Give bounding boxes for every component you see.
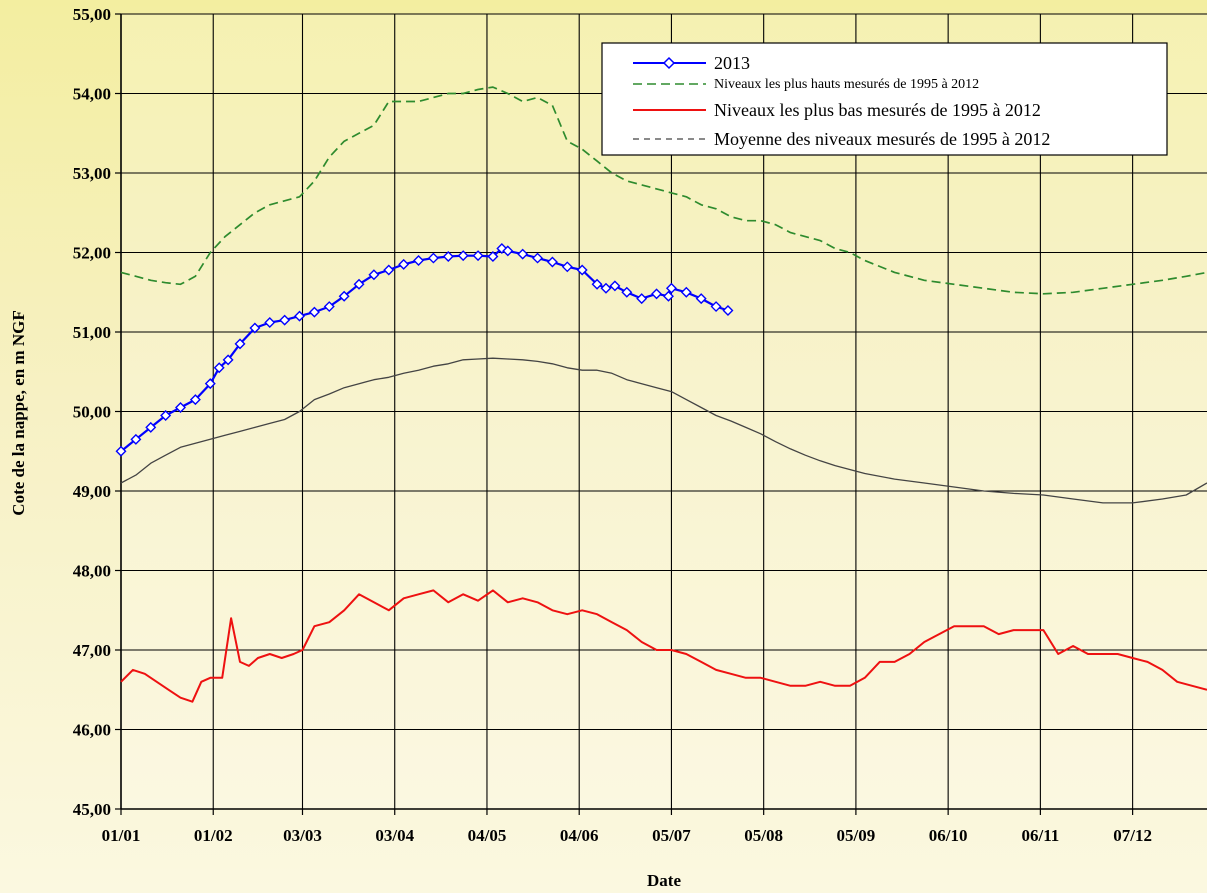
legend-box bbox=[601, 42, 1168, 156]
series-2013-point bbox=[279, 314, 291, 326]
series-2013-point bbox=[213, 362, 225, 374]
series-2013-point bbox=[130, 433, 142, 445]
series-2013-point bbox=[249, 322, 261, 334]
series-2013-point bbox=[353, 278, 365, 290]
series-2013-point bbox=[636, 293, 648, 305]
series-2013-point bbox=[338, 290, 350, 302]
series-2013-point bbox=[517, 248, 529, 260]
y-tick-label: 53,00 bbox=[73, 164, 111, 183]
series-2013-point bbox=[427, 252, 439, 264]
series-2013-point bbox=[175, 402, 186, 414]
legend: 2013 Niveaux les plus hauts mesurés de 1… bbox=[601, 42, 1168, 156]
x-tick-label: 07/12 bbox=[1113, 826, 1152, 845]
x-axis-title: Date bbox=[647, 871, 681, 890]
series-2013-point bbox=[695, 293, 707, 305]
series-2013-point bbox=[383, 264, 395, 276]
series-2013-point bbox=[145, 421, 157, 433]
series-2013-point bbox=[600, 282, 612, 294]
series-2013-point bbox=[651, 288, 663, 300]
series-2013-point bbox=[722, 305, 734, 317]
x-tick-label: 04/06 bbox=[560, 826, 599, 845]
series-2013-point bbox=[442, 250, 454, 262]
y-tick-label: 50,00 bbox=[73, 403, 111, 422]
y-tick-label: 52,00 bbox=[73, 244, 111, 263]
series-2013-point bbox=[576, 264, 588, 276]
series-2013-point bbox=[189, 394, 201, 406]
x-tick-label: 05/07 bbox=[652, 826, 691, 845]
series-2013-point bbox=[294, 310, 306, 322]
x-tick-label: 03/03 bbox=[283, 826, 322, 845]
series-2013-point bbox=[160, 409, 172, 421]
x-tick-label: 05/09 bbox=[837, 826, 876, 845]
x-tick-labels: 01/01 01/02 03/03 03/04 04/05 04/06 05/07 05/08… bbox=[102, 826, 1152, 845]
series-2013-point bbox=[561, 261, 573, 273]
series-2013-point bbox=[487, 250, 499, 262]
x-tick-label: 06/10 bbox=[929, 826, 968, 845]
series-2013-point bbox=[368, 269, 380, 281]
series-2013-point bbox=[591, 278, 603, 290]
y-tick-labels: 45,00 46,00 47,00 48,00 49,00 50,00 51,00 52,00… bbox=[73, 5, 111, 819]
y-tick-label: 54,00 bbox=[73, 85, 111, 104]
series-2013-point bbox=[234, 338, 246, 350]
series-min-line bbox=[120, 589, 1207, 703]
legend-marker-2013 bbox=[662, 56, 676, 70]
y-tick-label: 55,00 bbox=[73, 5, 111, 24]
series-2013-point bbox=[621, 286, 633, 298]
series-2013-point bbox=[398, 258, 410, 270]
y-tick-label: 48,00 bbox=[73, 562, 111, 581]
series-layer bbox=[115, 86, 1207, 703]
x-tick-label: 01/02 bbox=[194, 826, 233, 845]
series-2013-point bbox=[546, 256, 558, 268]
series-2013-point bbox=[204, 378, 216, 390]
legend-label-max: Niveaux les plus hauts mesurés de 1995 à… bbox=[714, 77, 979, 92]
x-tick-label: 06/11 bbox=[1021, 826, 1059, 845]
legend-label-min: Niveaux les plus bas mesurés de 1995 à 2… bbox=[714, 100, 1041, 120]
series-2013-point bbox=[413, 254, 425, 266]
series-2013-point bbox=[502, 245, 514, 257]
x-tick-label: 01/01 bbox=[102, 826, 141, 845]
series-2013-point bbox=[496, 243, 508, 255]
series-2013-point bbox=[323, 301, 335, 313]
x-tick-label: 05/08 bbox=[744, 826, 783, 845]
y-tick-label: 51,00 bbox=[73, 323, 111, 342]
legend-label-mean: Moyenne des niveaux mesurés de 1995 à 20… bbox=[714, 129, 1050, 149]
series-2013-point bbox=[222, 354, 234, 366]
series-2013-point bbox=[472, 250, 484, 262]
y-tick-label: 47,00 bbox=[73, 641, 111, 660]
y-tick-label: 49,00 bbox=[73, 482, 111, 501]
series-2013-point bbox=[609, 280, 621, 292]
series-2013-line bbox=[120, 247, 729, 453]
series-2013-point bbox=[308, 306, 320, 318]
y-tick-label: 45,00 bbox=[73, 800, 111, 819]
y-tick-label: 46,00 bbox=[73, 721, 111, 740]
series-2013-point bbox=[662, 290, 674, 302]
series-2013-point bbox=[115, 445, 127, 457]
series-max-line bbox=[120, 86, 1207, 295]
x-tick-label: 03/04 bbox=[375, 826, 414, 845]
y-axis-title: Cote de la nappe, en m NGF bbox=[9, 310, 28, 515]
series-mean-line bbox=[120, 357, 1207, 504]
series-2013-point bbox=[532, 252, 544, 264]
legend-label-2013: 2013 bbox=[714, 53, 750, 73]
x-tick-label: 04/05 bbox=[468, 826, 507, 845]
series-2013-point bbox=[457, 250, 469, 262]
series-2013-point bbox=[665, 282, 677, 294]
series-2013-point bbox=[710, 301, 722, 313]
series-2013-point bbox=[264, 316, 276, 328]
series-2013-point bbox=[680, 286, 692, 298]
